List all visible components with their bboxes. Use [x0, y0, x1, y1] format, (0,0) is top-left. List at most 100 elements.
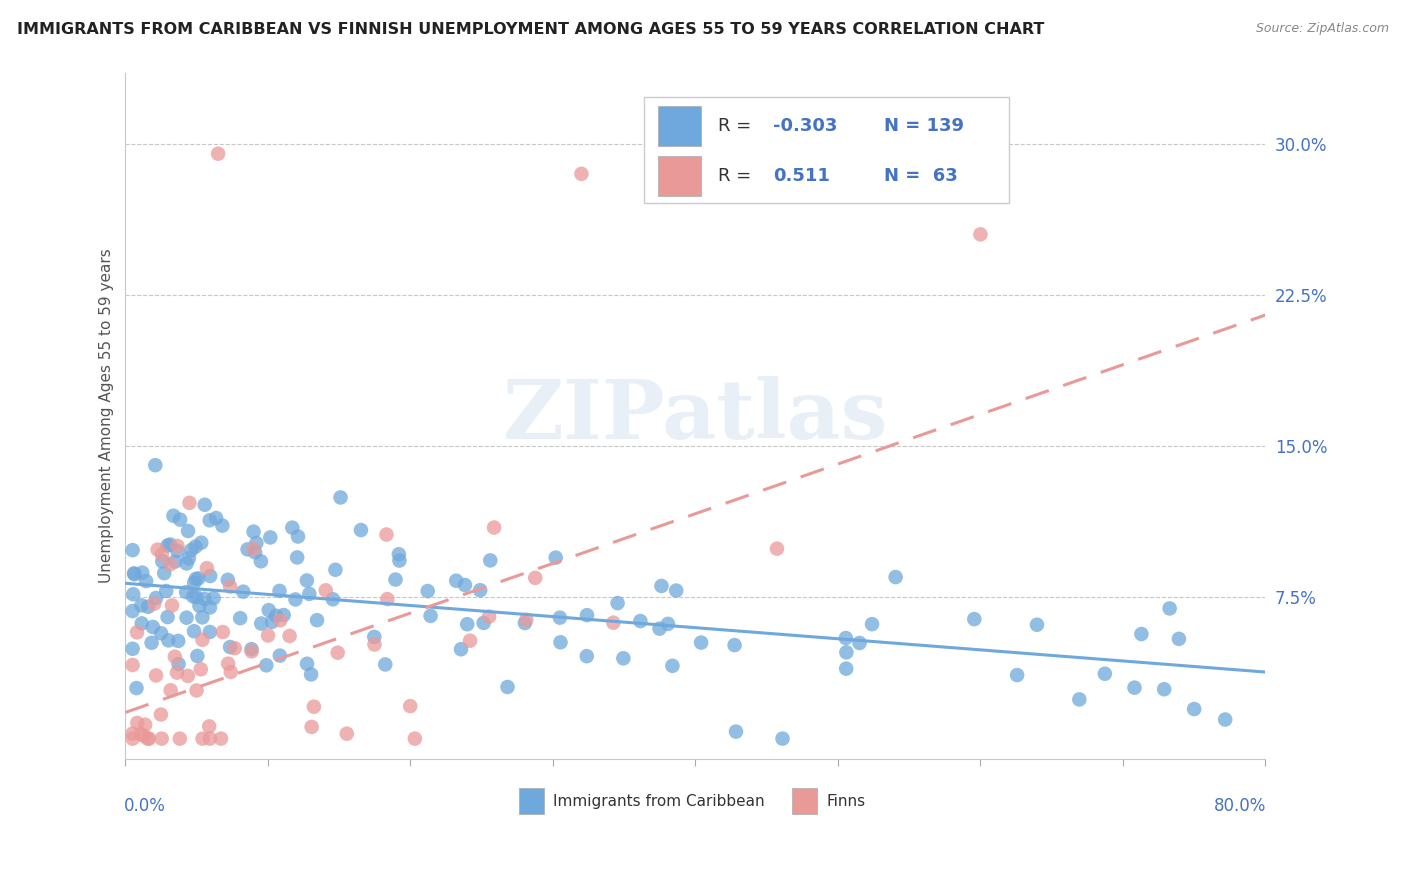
Point	[250, 554, 273, 568]
FancyBboxPatch shape	[644, 97, 1010, 203]
Point	[162, 508, 184, 523]
Point	[169, 731, 191, 746]
Text: Finns: Finns	[827, 794, 866, 809]
Point	[571, 167, 593, 181]
Point	[287, 529, 309, 543]
Point	[176, 610, 198, 624]
Point	[515, 613, 537, 627]
Point	[163, 649, 186, 664]
Point	[179, 496, 201, 510]
Point	[240, 642, 263, 657]
Point	[269, 648, 291, 663]
Point	[135, 574, 157, 588]
Point	[207, 146, 229, 161]
Point	[153, 566, 176, 581]
Point	[242, 524, 264, 539]
Point	[181, 590, 204, 604]
Point	[419, 608, 441, 623]
Point	[124, 567, 146, 582]
Point	[278, 629, 301, 643]
Point	[648, 622, 671, 636]
Point	[325, 563, 347, 577]
Point	[301, 720, 323, 734]
Point	[132, 729, 155, 743]
Point	[131, 599, 153, 613]
Point	[121, 726, 143, 740]
Point	[198, 731, 221, 746]
Point	[766, 541, 789, 556]
Point	[375, 527, 398, 541]
Point	[211, 518, 233, 533]
Point	[186, 590, 208, 604]
Point	[254, 658, 277, 673]
Text: ZIPatlas: ZIPatlas	[503, 376, 889, 456]
Point	[240, 644, 263, 658]
Point	[404, 731, 426, 746]
Point	[661, 658, 683, 673]
Point	[236, 542, 259, 557]
Point	[575, 649, 598, 664]
Point	[472, 615, 495, 630]
Point	[217, 573, 239, 587]
Y-axis label: Unemployment Among Ages 55 to 59 years: Unemployment Among Ages 55 to 59 years	[100, 249, 114, 583]
Point	[444, 574, 467, 588]
Point	[167, 634, 190, 648]
Point	[146, 542, 169, 557]
Point	[243, 545, 266, 559]
Point	[205, 511, 228, 525]
Point	[129, 727, 152, 741]
Point	[269, 613, 291, 627]
Point	[187, 571, 209, 585]
Point	[145, 668, 167, 682]
Point	[848, 636, 870, 650]
Point	[470, 583, 492, 598]
Point	[160, 599, 183, 613]
Point	[513, 615, 536, 630]
Point	[211, 625, 233, 640]
Point	[496, 680, 519, 694]
Point	[1182, 702, 1205, 716]
Point	[456, 617, 478, 632]
Point	[1167, 632, 1189, 646]
Point	[229, 611, 252, 625]
Point	[245, 536, 267, 550]
Point	[242, 542, 264, 557]
Point	[121, 641, 143, 656]
Point	[884, 570, 907, 584]
Text: N =  63: N = 63	[883, 167, 957, 185]
Point	[524, 571, 547, 585]
Point	[860, 617, 883, 632]
Point	[260, 615, 283, 629]
Point	[190, 662, 212, 676]
Point	[329, 491, 352, 505]
Point	[191, 731, 214, 746]
Point	[1094, 666, 1116, 681]
Text: R =: R =	[718, 167, 763, 185]
Point	[1159, 601, 1181, 615]
Text: N = 139: N = 139	[883, 117, 963, 135]
Point	[416, 584, 439, 599]
Point	[284, 592, 307, 607]
Point	[374, 657, 396, 672]
Point	[125, 625, 148, 640]
Point	[143, 597, 166, 611]
Point	[269, 583, 291, 598]
Point	[550, 635, 572, 649]
Point	[281, 521, 304, 535]
Point	[157, 633, 180, 648]
Text: 0.0%: 0.0%	[124, 797, 166, 814]
Point	[298, 587, 321, 601]
Point	[479, 553, 502, 567]
Point	[384, 573, 406, 587]
Point	[602, 615, 624, 630]
Point	[145, 591, 167, 605]
Point	[198, 624, 221, 639]
Point	[450, 642, 472, 657]
Point	[136, 599, 159, 614]
Point	[1123, 681, 1146, 695]
Point	[835, 631, 858, 645]
Point	[295, 574, 318, 588]
Point	[657, 616, 679, 631]
Text: R =: R =	[718, 117, 758, 135]
Point	[285, 550, 308, 565]
